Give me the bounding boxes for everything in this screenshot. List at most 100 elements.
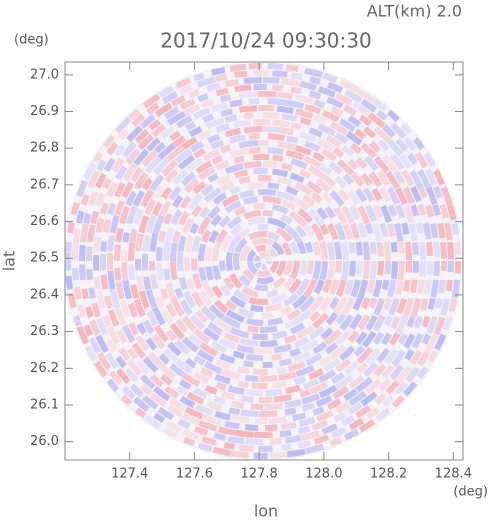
echo-cell (231, 189, 240, 193)
y-tick-label: 26.5 (30, 251, 59, 266)
echo-cell (269, 419, 287, 421)
echo-cell (235, 433, 253, 435)
echo-cell (241, 412, 258, 414)
echo-cell (235, 87, 251, 89)
echo-cell (189, 92, 198, 96)
echo-cell (125, 280, 129, 298)
echo-cell (168, 229, 172, 243)
echo-cell (219, 429, 235, 432)
y-tick-label: 26.9 (30, 104, 59, 119)
echo-cell (300, 420, 315, 424)
echo-cell (419, 223, 421, 232)
echo-cell (260, 255, 265, 256)
echo-cell (427, 280, 429, 294)
echo-cell (369, 280, 372, 293)
echo-cell (69, 276, 70, 289)
echo-cell (88, 307, 91, 317)
echo-cell (436, 261, 437, 276)
echo-cell (131, 264, 132, 279)
echo-cell (285, 402, 300, 405)
echo-cell (246, 392, 263, 393)
echo-cell (189, 279, 192, 289)
x-tick-label: 128.0 (305, 467, 342, 482)
echo-cell (309, 261, 311, 274)
echo-cell (266, 305, 282, 309)
echo-cell (262, 266, 266, 267)
echo-cell (322, 261, 325, 279)
subtitle: ALT(km) 2.0 (367, 2, 462, 21)
echo-cell (298, 429, 309, 432)
echo-cell (398, 280, 401, 295)
echo-cell (420, 280, 422, 293)
echo-cell (222, 260, 223, 270)
echo-cell (282, 81, 301, 84)
echo-cell (79, 211, 82, 223)
echo-cell (390, 224, 393, 237)
echo-cell (247, 321, 263, 323)
echo-cell (225, 424, 239, 427)
echo-cell (258, 192, 276, 193)
echo-cell (90, 225, 93, 242)
echo-cell (194, 75, 204, 78)
echo-cell (263, 213, 273, 214)
echo-cell (380, 261, 381, 275)
echo-cell (132, 229, 134, 242)
echo-cell (279, 374, 296, 378)
echo-cell (404, 223, 407, 234)
echo-cell (161, 231, 164, 242)
echo-cell (257, 248, 266, 250)
echo-cell (145, 236, 147, 252)
echo-cell (124, 262, 125, 280)
x-tick-label: 127.8 (241, 467, 278, 482)
echo-cell (192, 224, 196, 233)
echo-cell (259, 378, 277, 379)
echo-cell (262, 315, 273, 316)
echo-cell (406, 280, 408, 291)
echo-cell (372, 242, 373, 254)
echo-cell (221, 148, 230, 151)
echo-cell (299, 242, 303, 254)
echo-cell (260, 343, 277, 344)
echo-cell (215, 243, 218, 261)
echo-cell (285, 410, 296, 412)
echo-cell (368, 224, 371, 233)
echo-cell (428, 205, 431, 216)
echo-cell (181, 236, 184, 251)
echo-cell (159, 247, 160, 261)
echo-cell (97, 277, 99, 290)
echo-cell (106, 220, 109, 233)
echo-cell (110, 236, 112, 252)
echo-cell (344, 242, 346, 260)
echo-cell (240, 193, 254, 196)
echo-cell (75, 242, 76, 261)
echo-cell (285, 322, 295, 326)
echo-cell (268, 185, 279, 187)
echo-cell (199, 445, 212, 449)
echo-cell (382, 223, 385, 236)
echo-cell (351, 242, 353, 253)
echo-cell (249, 136, 260, 137)
echo-cell (221, 97, 231, 99)
echo-cell (416, 317, 420, 327)
echo-cell (202, 439, 216, 443)
echo-cell (77, 287, 79, 299)
echo-cell (322, 242, 325, 260)
echo-cell (387, 261, 388, 274)
echo-cell (83, 224, 86, 242)
echo-cell (291, 75, 301, 77)
echo-cell (251, 307, 263, 309)
echo-cell (235, 159, 244, 161)
echo-cell (245, 427, 258, 428)
echo-cell (244, 164, 261, 166)
echo-cell (249, 300, 268, 302)
echo-cell (426, 223, 429, 239)
echo-cell (93, 212, 96, 224)
y-tick-label: 26.1 (30, 397, 59, 412)
echo-cell (96, 237, 97, 251)
echo-cell (268, 320, 282, 323)
echo-cell (257, 263, 260, 266)
echo-cell (240, 108, 257, 110)
echo-cell (272, 87, 282, 88)
echo-cell (105, 316, 109, 326)
echo-cell (411, 224, 414, 241)
